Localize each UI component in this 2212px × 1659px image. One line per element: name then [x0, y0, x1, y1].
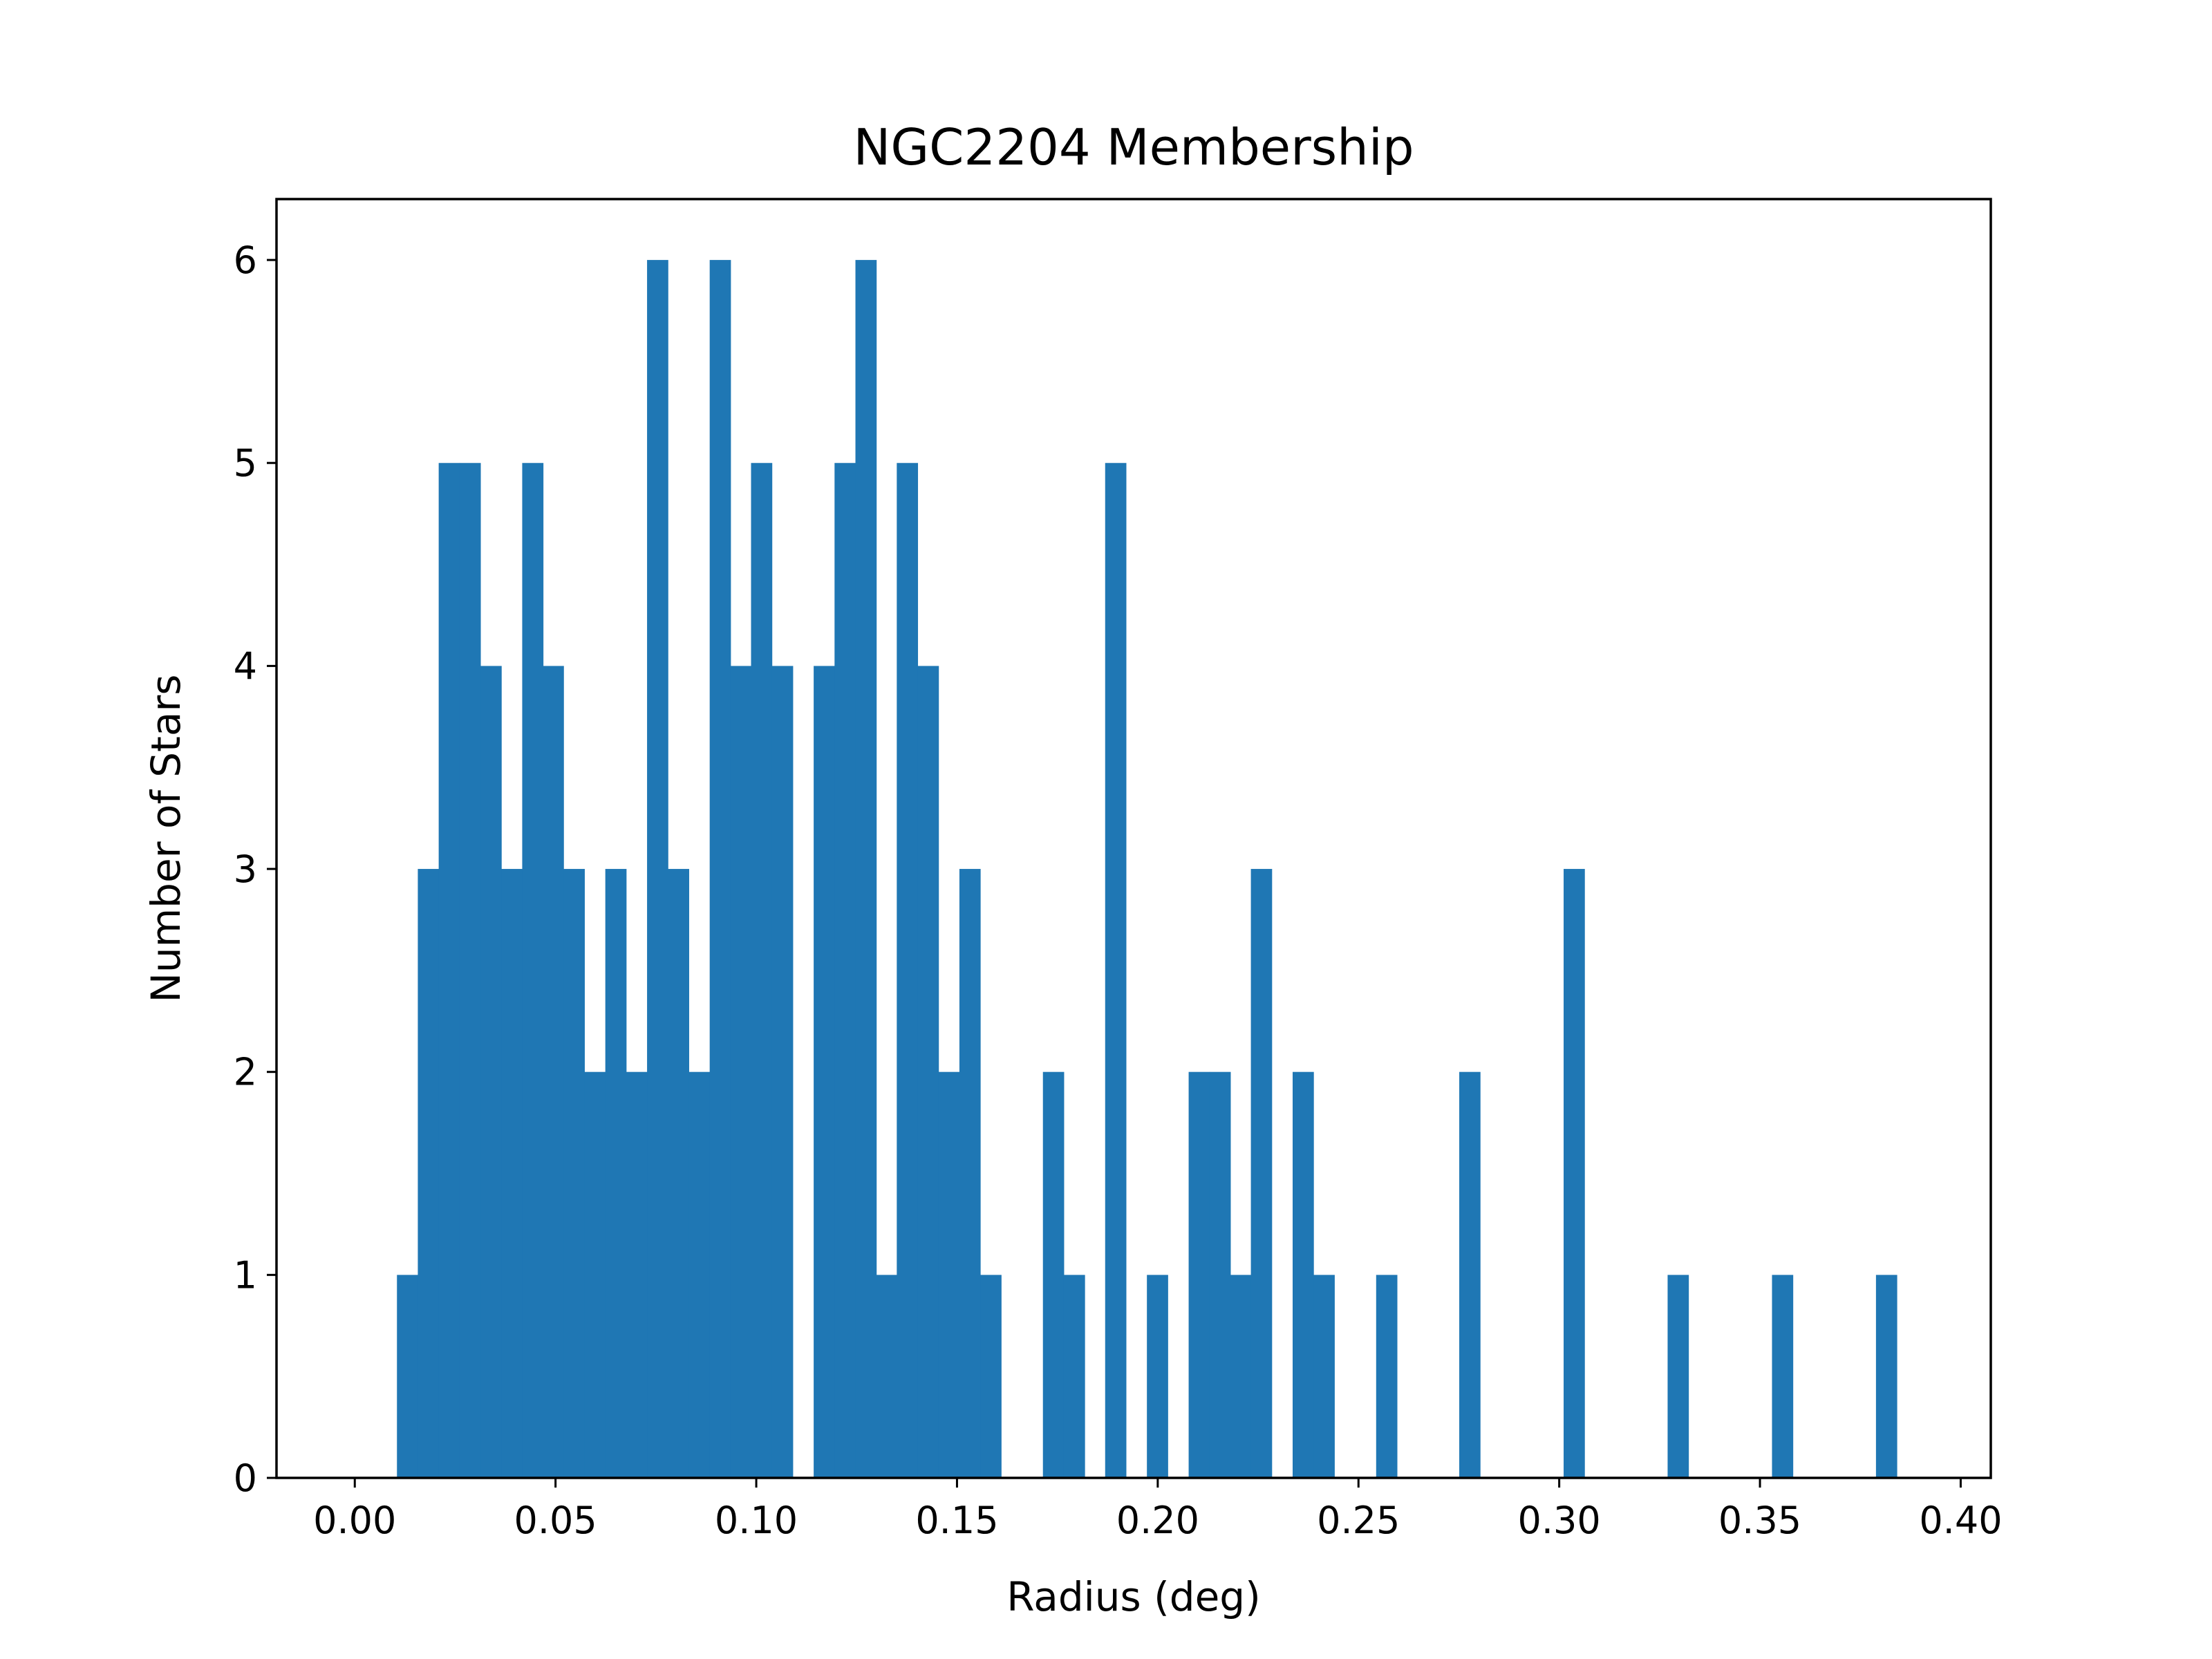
histogram-bar	[605, 869, 627, 1478]
histogram-bar	[1230, 1275, 1252, 1478]
histogram-bar	[1875, 1275, 1897, 1478]
histogram-bar	[876, 1275, 898, 1478]
x-tick-label: 0.00	[313, 1499, 396, 1542]
histogram-bar	[730, 666, 752, 1478]
x-axis-ticks: 0.00 0.05 0.10 0.15 0.20 0.25 0.30 0.35 0.40	[313, 1478, 2003, 1542]
chart-title: NGC2204 Membership	[853, 118, 1414, 176]
x-tick-label: 0.35	[1718, 1499, 1801, 1542]
histogram-bar	[959, 869, 981, 1478]
y-tick-label: 6	[234, 238, 257, 282]
histogram-bar	[647, 260, 668, 1479]
y-tick-label: 0	[234, 1456, 257, 1500]
y-axis-label: Number of Stars	[142, 675, 189, 1003]
x-tick-label: 0.15	[915, 1499, 998, 1542]
x-axis-label: Radius (deg)	[1006, 1573, 1260, 1620]
bars-group	[397, 260, 1897, 1479]
histogram-bar	[1459, 1071, 1481, 1478]
plot-area-frame	[275, 198, 1992, 1479]
histogram-bar	[626, 1071, 648, 1478]
histogram-bar	[397, 1275, 418, 1478]
y-tick-label: 1	[234, 1253, 257, 1297]
histogram-bar	[1209, 1071, 1231, 1478]
histogram-bar	[1063, 1275, 1085, 1478]
x-tick-label: 0.30	[1518, 1499, 1601, 1542]
histogram-bar	[1564, 869, 1585, 1478]
histogram-bar	[1772, 1275, 1794, 1478]
y-tick-label: 4	[234, 644, 257, 688]
histogram-bar	[897, 462, 919, 1478]
histogram-bar	[834, 462, 856, 1478]
histogram-bar	[1105, 462, 1127, 1478]
histogram-bar	[917, 666, 939, 1478]
x-tick-label: 0.25	[1317, 1499, 1400, 1542]
histogram-bar	[522, 462, 544, 1478]
y-tick-label: 3	[234, 847, 257, 891]
y-tick-label: 2	[234, 1051, 257, 1094]
histogram-bar	[543, 666, 564, 1478]
histogram-bar	[751, 462, 773, 1478]
histogram-bar	[480, 666, 502, 1478]
histogram-bar	[1313, 1275, 1335, 1478]
histogram-bar	[1042, 1071, 1065, 1478]
histogram-bar	[418, 869, 440, 1478]
histogram-bar	[855, 260, 877, 1479]
histogram-bar	[980, 1275, 1002, 1478]
histogram-bar	[938, 1071, 960, 1478]
histogram-bar	[459, 462, 481, 1478]
x-tick-label: 0.40	[1919, 1499, 2002, 1542]
x-tick-label: 0.10	[715, 1499, 798, 1542]
histogram-bar	[668, 869, 689, 1478]
histogram-bar	[688, 1071, 711, 1478]
histogram-bar	[563, 869, 585, 1478]
histogram-bar	[814, 666, 835, 1478]
histogram-bar	[709, 260, 731, 1479]
y-tick-label: 5	[234, 442, 257, 485]
x-tick-label: 0.05	[514, 1499, 597, 1542]
histogram-bar	[501, 869, 523, 1478]
histogram-bar	[1667, 1275, 1689, 1478]
histogram-bar	[1250, 869, 1273, 1478]
histogram-bar	[771, 666, 794, 1478]
histogram-bar	[1376, 1275, 1398, 1478]
histogram-bar	[438, 462, 460, 1478]
histogram-bar	[1188, 1071, 1210, 1478]
x-tick-label: 0.20	[1116, 1499, 1199, 1542]
histogram-bar	[1147, 1275, 1168, 1478]
histogram-bar	[584, 1071, 606, 1478]
histogram-bar	[1293, 1071, 1314, 1478]
y-axis-ticks: 0 1 2 3 4 5 6	[234, 238, 276, 1500]
